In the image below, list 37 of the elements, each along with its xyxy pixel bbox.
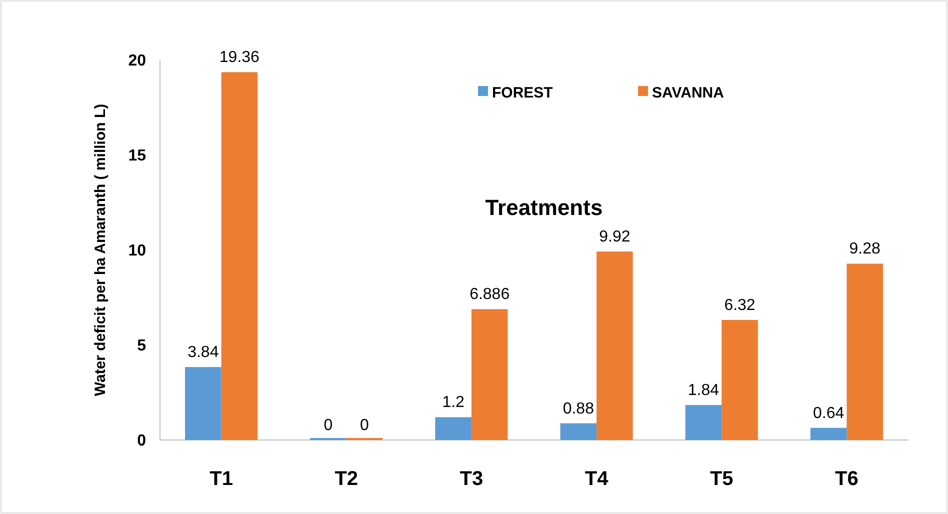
- y-axis-title: Water deficit per ha Amaranth ( million L): [92, 104, 109, 396]
- data-label: 1.84: [688, 382, 720, 400]
- data-label: 3.84: [188, 344, 219, 362]
- y-tick-label: 0: [137, 432, 146, 450]
- data-label: 0.64: [813, 404, 844, 422]
- bar: [560, 423, 597, 440]
- data-label: 0: [324, 417, 333, 434]
- bar: [722, 320, 758, 440]
- legend-label: SAVANNA: [652, 84, 724, 102]
- data-label: 6.32: [724, 296, 756, 314]
- bar: [185, 367, 222, 440]
- x-tick-label: T1: [210, 468, 233, 490]
- y-tick-label: 20: [128, 52, 146, 70]
- y-tick-label: 15: [128, 148, 146, 165]
- data-label: 9.28: [849, 240, 881, 258]
- data-label: 9.92: [599, 228, 630, 246]
- bar: [435, 417, 472, 440]
- data-label: 0: [360, 417, 370, 434]
- data-label: 6.886: [470, 286, 510, 304]
- data-label: 0.88: [562, 400, 594, 418]
- bar: [221, 72, 258, 440]
- legend-label: FOREST: [492, 84, 553, 102]
- data-label: 19.36: [219, 49, 260, 66]
- x-tick-label: T2: [334, 468, 358, 490]
- data-label: 1.2: [442, 394, 465, 412]
- y-tick-label: 10: [128, 242, 146, 260]
- x-tick-label: T3: [460, 468, 484, 490]
- bar: [846, 264, 883, 440]
- y-tick-label: 5: [137, 338, 146, 355]
- x-tick-label: T5: [710, 468, 734, 490]
- x-axis-title: Treatments: [485, 195, 603, 220]
- x-tick-label: T6: [835, 468, 858, 490]
- x-tick-label: T4: [584, 468, 610, 490]
- bar: [685, 405, 722, 440]
- bar: [810, 428, 847, 440]
- bar: [471, 309, 508, 440]
- bar: [596, 252, 633, 440]
